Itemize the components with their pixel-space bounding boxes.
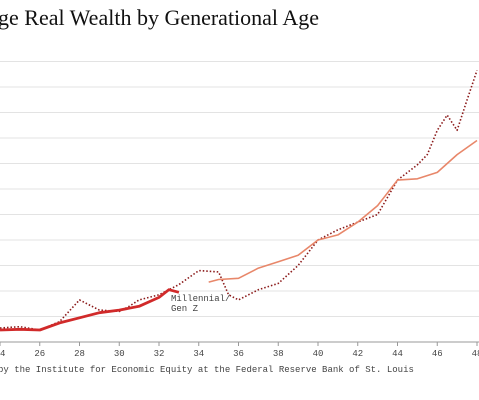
series-label: Gen Z [171,304,199,314]
series-line [0,288,180,332]
x-tick-label: 42 [352,349,363,359]
x-tick-label: 40 [313,349,324,359]
x-tick-label: 36 [233,349,244,359]
x-tick-label: 28 [74,349,85,359]
x-tick-label: 34 [193,349,204,359]
x-tick-label: 48 [472,349,479,359]
series-line [0,70,478,331]
x-tick-label: 44 [392,349,403,359]
x-tick-label: 46 [432,349,443,359]
source-note: by the Institute for Economic Equity at … [0,365,414,375]
x-tick-label: 32 [154,349,165,359]
x-tick-label: 30 [114,349,125,359]
x-tick-label: 26 [34,349,45,359]
x-tick-label: 38 [273,349,284,359]
chart-title: ge Real Wealth by Generational Age [0,5,319,30]
series-line [208,139,478,283]
x-tick-label: 24 [0,349,5,359]
series-label: Millennial/ [171,294,230,304]
